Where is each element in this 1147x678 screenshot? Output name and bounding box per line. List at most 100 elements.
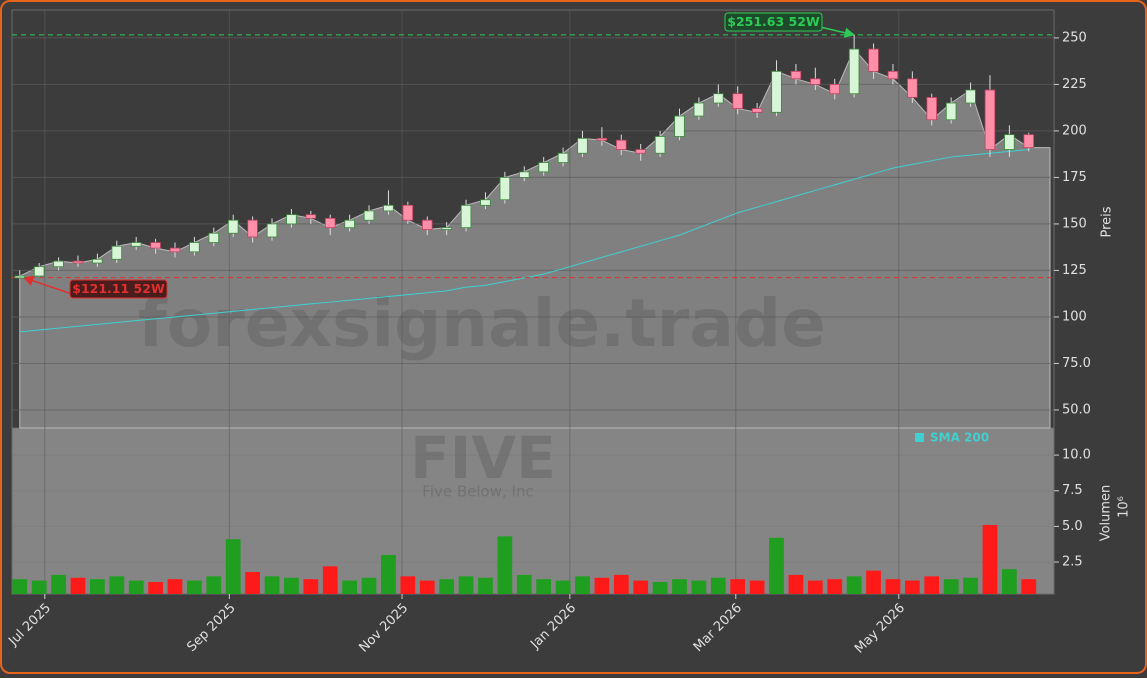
volume-bar bbox=[730, 579, 746, 594]
candle-body bbox=[596, 137, 608, 141]
volume-bar bbox=[788, 574, 804, 594]
company-watermark: Five Below, Inc bbox=[422, 483, 533, 501]
candle-body bbox=[654, 136, 666, 154]
volume-bar bbox=[924, 576, 940, 594]
volume-bar bbox=[575, 576, 590, 594]
candle-body bbox=[208, 232, 220, 243]
volume-bar bbox=[167, 579, 183, 594]
plot-layer: 50.0 75.0 100 125 150 175 200 225 250 2.5 5.0 7.5 10… bbox=[5, 9, 1132, 657]
candle-body bbox=[227, 219, 239, 234]
annotation-box bbox=[69, 279, 168, 299]
volume-axis-label: Volumen bbox=[1099, 485, 1114, 542]
candle-body bbox=[324, 217, 336, 229]
annotation-label: $121.11 52W bbox=[72, 281, 165, 296]
volume-bar bbox=[361, 577, 377, 594]
volume-bar bbox=[187, 580, 202, 594]
volume-bar bbox=[885, 579, 901, 594]
volume-bar bbox=[807, 580, 823, 594]
volume-bar bbox=[963, 577, 978, 594]
candle-body bbox=[848, 48, 860, 95]
candle-body bbox=[713, 93, 724, 104]
candle-body bbox=[169, 247, 181, 253]
y-tick-label: 225 bbox=[1062, 77, 1087, 92]
volume-bar bbox=[245, 572, 260, 594]
candle-body bbox=[53, 260, 64, 268]
candle-body bbox=[519, 171, 530, 178]
candle-body bbox=[1004, 134, 1015, 150]
volume-bar bbox=[866, 570, 881, 594]
candle-body bbox=[557, 152, 569, 163]
volume-bar bbox=[381, 554, 396, 594]
symbol-watermark: FIVE bbox=[410, 424, 556, 492]
candle-body bbox=[305, 214, 317, 219]
watermark: forexsignale.trade bbox=[138, 285, 826, 362]
volume-bar bbox=[846, 576, 862, 594]
candle-body bbox=[111, 245, 123, 260]
candle-body bbox=[887, 70, 899, 80]
volume-bar bbox=[70, 577, 86, 594]
candle-body bbox=[945, 102, 957, 121]
y-tick-label: 75.0 bbox=[1062, 356, 1091, 371]
y-tick-label: 200 bbox=[1062, 123, 1087, 138]
y-tick-label: 50.0 bbox=[1062, 402, 1091, 417]
candle-body bbox=[441, 227, 452, 230]
candle-body bbox=[150, 242, 161, 249]
volume-bar bbox=[652, 582, 668, 594]
candle-body bbox=[189, 242, 200, 253]
volume-bar bbox=[769, 537, 784, 594]
volume-scale-label: 10⁶ bbox=[1117, 496, 1132, 518]
y-tick-label: 175 bbox=[1062, 170, 1087, 185]
volume-bar bbox=[303, 579, 319, 594]
volume-bar bbox=[749, 580, 765, 594]
volume-bar bbox=[827, 579, 843, 594]
candle-body bbox=[984, 89, 996, 150]
volume-bar bbox=[322, 566, 338, 594]
volume-y-tick-label: 10.0 bbox=[1062, 448, 1091, 463]
candle-body bbox=[402, 204, 414, 221]
candle-body bbox=[286, 214, 297, 225]
candle-body bbox=[693, 102, 705, 117]
volume-bar bbox=[400, 576, 416, 594]
candle-body bbox=[868, 48, 879, 72]
volume-bar bbox=[536, 579, 552, 594]
volume-bar bbox=[128, 580, 144, 594]
candle-body bbox=[829, 84, 840, 95]
candle-body bbox=[247, 219, 258, 238]
sma-line bbox=[19, 149, 1029, 333]
volume-bar bbox=[555, 580, 571, 594]
candle-body bbox=[635, 149, 646, 154]
candle-body bbox=[480, 199, 491, 206]
volume-bar bbox=[633, 580, 649, 594]
volume-bar bbox=[109, 576, 125, 594]
candle-body bbox=[266, 223, 278, 238]
annotation-box bbox=[724, 12, 823, 32]
volume-bar bbox=[51, 574, 66, 594]
volume-bar bbox=[497, 536, 513, 594]
volume-bar bbox=[419, 580, 435, 594]
candle-body bbox=[790, 70, 802, 80]
volume-bar bbox=[284, 577, 299, 594]
volume-bar bbox=[458, 576, 474, 594]
y-tick-label: 150 bbox=[1062, 216, 1087, 231]
volume-bar bbox=[225, 539, 241, 594]
candle-body bbox=[33, 266, 45, 277]
volume-bar bbox=[148, 582, 163, 594]
volume-y-tick-label: 2.5 bbox=[1062, 555, 1083, 570]
annotation-arrow bbox=[22, 275, 73, 295]
candle-body bbox=[538, 162, 549, 173]
candle-body bbox=[421, 219, 433, 230]
candle-body bbox=[751, 108, 763, 113]
volume-bar bbox=[613, 574, 629, 594]
volume-bar bbox=[982, 524, 998, 594]
candle-body bbox=[130, 242, 142, 247]
candle-body bbox=[383, 204, 394, 212]
candle-body bbox=[965, 89, 976, 104]
volume-bar bbox=[672, 579, 687, 594]
candle-body bbox=[577, 137, 588, 154]
legend-swatch bbox=[915, 433, 924, 442]
candle-body bbox=[771, 70, 782, 113]
candle-body bbox=[926, 97, 938, 121]
candle-body bbox=[344, 219, 355, 229]
candle-body bbox=[674, 115, 685, 137]
